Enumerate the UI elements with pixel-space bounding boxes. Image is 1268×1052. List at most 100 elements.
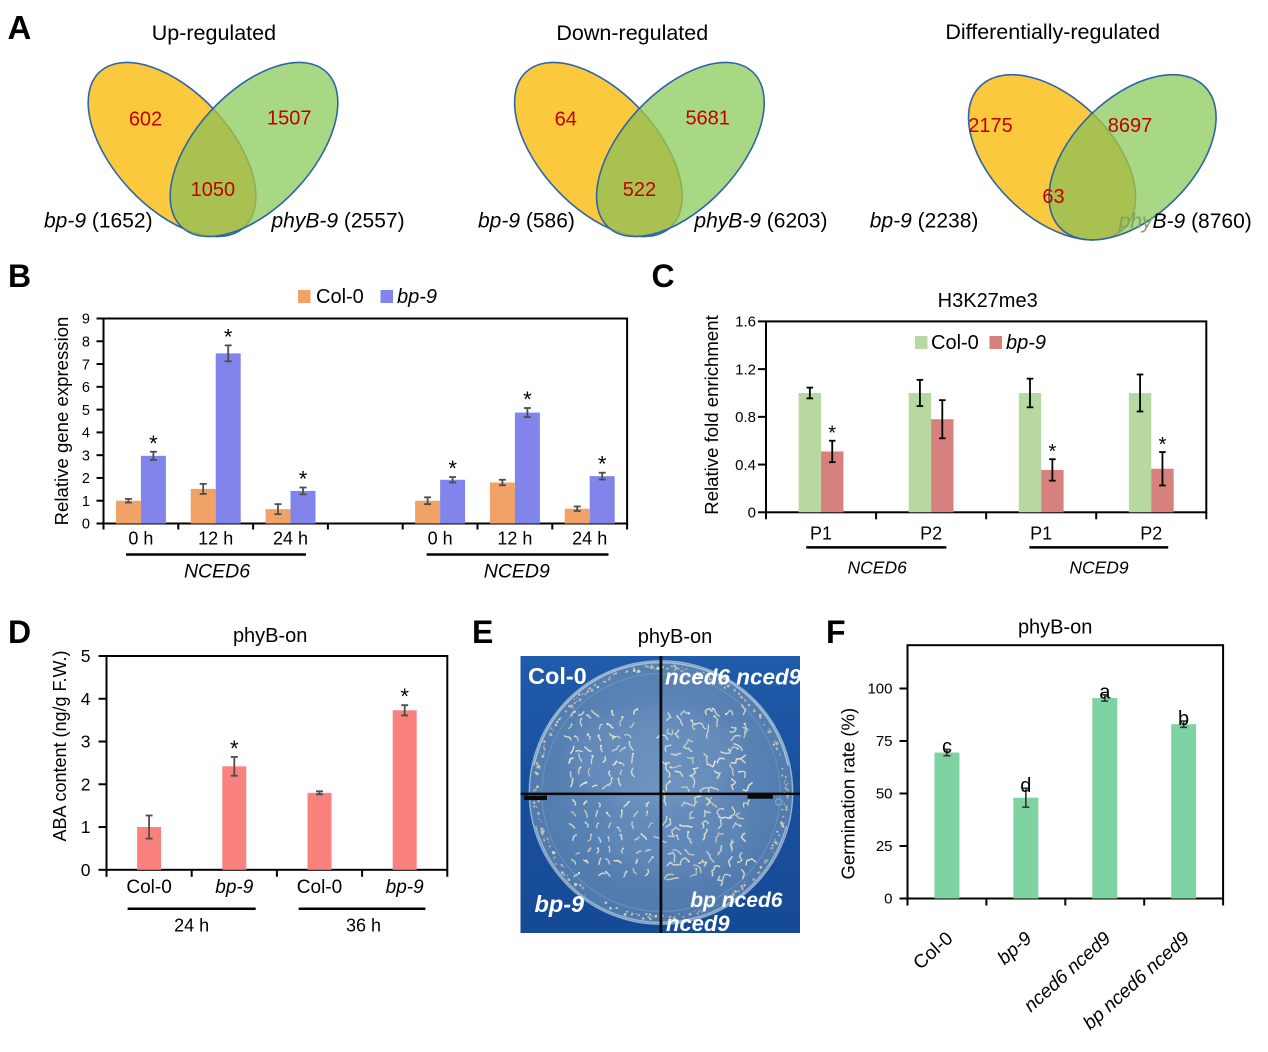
svg-text:522: 522	[623, 179, 656, 201]
svg-text:nced6 nced9: nced6 nced9	[665, 664, 802, 689]
svg-text:1.6: 1.6	[735, 314, 756, 331]
svg-text:bp-9: bp-9	[386, 877, 424, 898]
svg-text:0: 0	[81, 860, 91, 880]
svg-text:phyB-9 (8760): phyB-9 (8760)	[1118, 210, 1252, 233]
svg-text:0: 0	[82, 517, 90, 533]
svg-text:*: *	[299, 467, 308, 492]
svg-text:Col-0: Col-0	[910, 928, 958, 974]
svg-text:*: *	[448, 456, 457, 481]
svg-text:0: 0	[884, 891, 892, 908]
svg-text:8697: 8697	[1108, 115, 1153, 137]
svg-text:a: a	[1099, 682, 1111, 704]
svg-text:5: 5	[81, 646, 91, 666]
svg-text:12 h: 12 h	[198, 529, 233, 549]
svg-text:*: *	[598, 452, 607, 477]
svg-text:*: *	[1159, 434, 1167, 456]
svg-text:bp-9: bp-9	[397, 286, 437, 308]
svg-text:7: 7	[82, 357, 90, 373]
svg-text:bp-9 (586): bp-9 (586)	[478, 210, 575, 233]
svg-text:0: 0	[748, 505, 756, 522]
svg-text:bp-9 (2238): bp-9 (2238)	[870, 210, 979, 233]
svg-text:2175: 2175	[968, 115, 1013, 137]
svg-text:4: 4	[82, 426, 90, 442]
svg-text:Col-0: Col-0	[297, 877, 342, 898]
svg-text:9: 9	[82, 312, 90, 328]
svg-text:phyB-on: phyB-on	[638, 626, 713, 648]
svg-text:NCED6: NCED6	[848, 558, 908, 578]
svg-text:75: 75	[876, 733, 893, 750]
svg-text:C: C	[652, 258, 675, 294]
svg-text:1.2: 1.2	[735, 361, 756, 378]
svg-text:36 h: 36 h	[346, 916, 381, 936]
svg-text:5681: 5681	[685, 108, 730, 130]
svg-text:100: 100	[867, 681, 892, 698]
svg-text:F: F	[826, 614, 846, 650]
svg-text:P2: P2	[920, 524, 942, 544]
svg-text:b: b	[1178, 708, 1189, 730]
svg-text:Up-regulated: Up-regulated	[152, 21, 276, 45]
svg-text:*: *	[149, 431, 158, 456]
svg-text:6: 6	[82, 380, 90, 396]
svg-text:64: 64	[555, 109, 577, 131]
svg-text:Col-0: Col-0	[931, 332, 979, 354]
svg-text:bp-9: bp-9	[535, 891, 585, 917]
svg-text:24 h: 24 h	[174, 916, 209, 936]
svg-text:8: 8	[82, 335, 90, 351]
svg-text:P1: P1	[1030, 524, 1052, 544]
svg-text:bp-9: bp-9	[994, 928, 1037, 969]
svg-text:NCED9: NCED9	[1069, 558, 1129, 578]
svg-text:*: *	[828, 423, 836, 445]
svg-text:*: *	[230, 736, 239, 761]
svg-text:0 h: 0 h	[128, 529, 153, 549]
svg-text:*: *	[224, 324, 233, 349]
svg-text:P1: P1	[810, 524, 832, 544]
svg-text:Relative gene expression: Relative gene expression	[51, 317, 72, 526]
svg-text:bp nced6: bp nced6	[690, 889, 783, 912]
svg-text:ABA content (ng/g F.W.): ABA content (ng/g F.W.)	[50, 650, 70, 841]
svg-text:1507: 1507	[267, 108, 312, 130]
svg-text:*: *	[1049, 441, 1057, 463]
svg-text:1050: 1050	[191, 179, 236, 201]
svg-text:Differentially-regulated: Differentially-regulated	[945, 20, 1160, 44]
svg-text:Relative fold enrichment: Relative fold enrichment	[701, 314, 722, 514]
svg-text:d: d	[1020, 775, 1031, 797]
svg-text:NCED9: NCED9	[484, 561, 550, 583]
svg-text:Germination rate (%): Germination rate (%)	[838, 708, 859, 880]
svg-text:H3K27me3: H3K27me3	[938, 290, 1038, 312]
svg-text:Col-0: Col-0	[316, 286, 364, 308]
svg-text:3: 3	[82, 448, 90, 464]
svg-text:1: 1	[81, 817, 91, 837]
svg-text:2: 2	[82, 471, 90, 487]
svg-text:nced9: nced9	[666, 911, 730, 936]
svg-text:bp-9: bp-9	[1006, 332, 1046, 354]
svg-text:NCED6: NCED6	[184, 561, 250, 583]
svg-text:1: 1	[82, 494, 90, 510]
svg-text:4: 4	[81, 689, 91, 709]
svg-text:602: 602	[129, 109, 162, 131]
svg-text:24 h: 24 h	[572, 529, 607, 549]
svg-text:50: 50	[876, 786, 893, 803]
svg-text:P2: P2	[1140, 524, 1162, 544]
svg-text:phyB-on: phyB-on	[233, 625, 308, 647]
svg-text:phyB-on: phyB-on	[1018, 617, 1093, 639]
svg-text:bp-9: bp-9	[215, 877, 253, 898]
svg-text:0.8: 0.8	[735, 409, 756, 426]
svg-text:63: 63	[1042, 186, 1064, 208]
svg-text:*: *	[400, 684, 409, 709]
svg-text:12 h: 12 h	[497, 529, 532, 549]
svg-text:5: 5	[82, 403, 90, 419]
svg-text:2: 2	[81, 774, 91, 794]
svg-text:D: D	[8, 614, 31, 650]
svg-text:Col-0: Col-0	[126, 877, 171, 898]
svg-text:0 h: 0 h	[428, 529, 453, 549]
svg-text:E: E	[472, 614, 493, 650]
svg-text:B: B	[8, 258, 31, 294]
svg-text:phyB-9 (6203): phyB-9 (6203)	[693, 210, 827, 233]
svg-text:Col-0: Col-0	[528, 663, 587, 689]
svg-text:A: A	[8, 9, 32, 46]
svg-text:*: *	[523, 387, 532, 412]
svg-text:25: 25	[876, 838, 893, 855]
svg-text:Down-regulated: Down-regulated	[556, 21, 708, 45]
svg-text:phyB-9 (2557): phyB-9 (2557)	[271, 210, 405, 233]
svg-text:0.4: 0.4	[735, 457, 756, 474]
